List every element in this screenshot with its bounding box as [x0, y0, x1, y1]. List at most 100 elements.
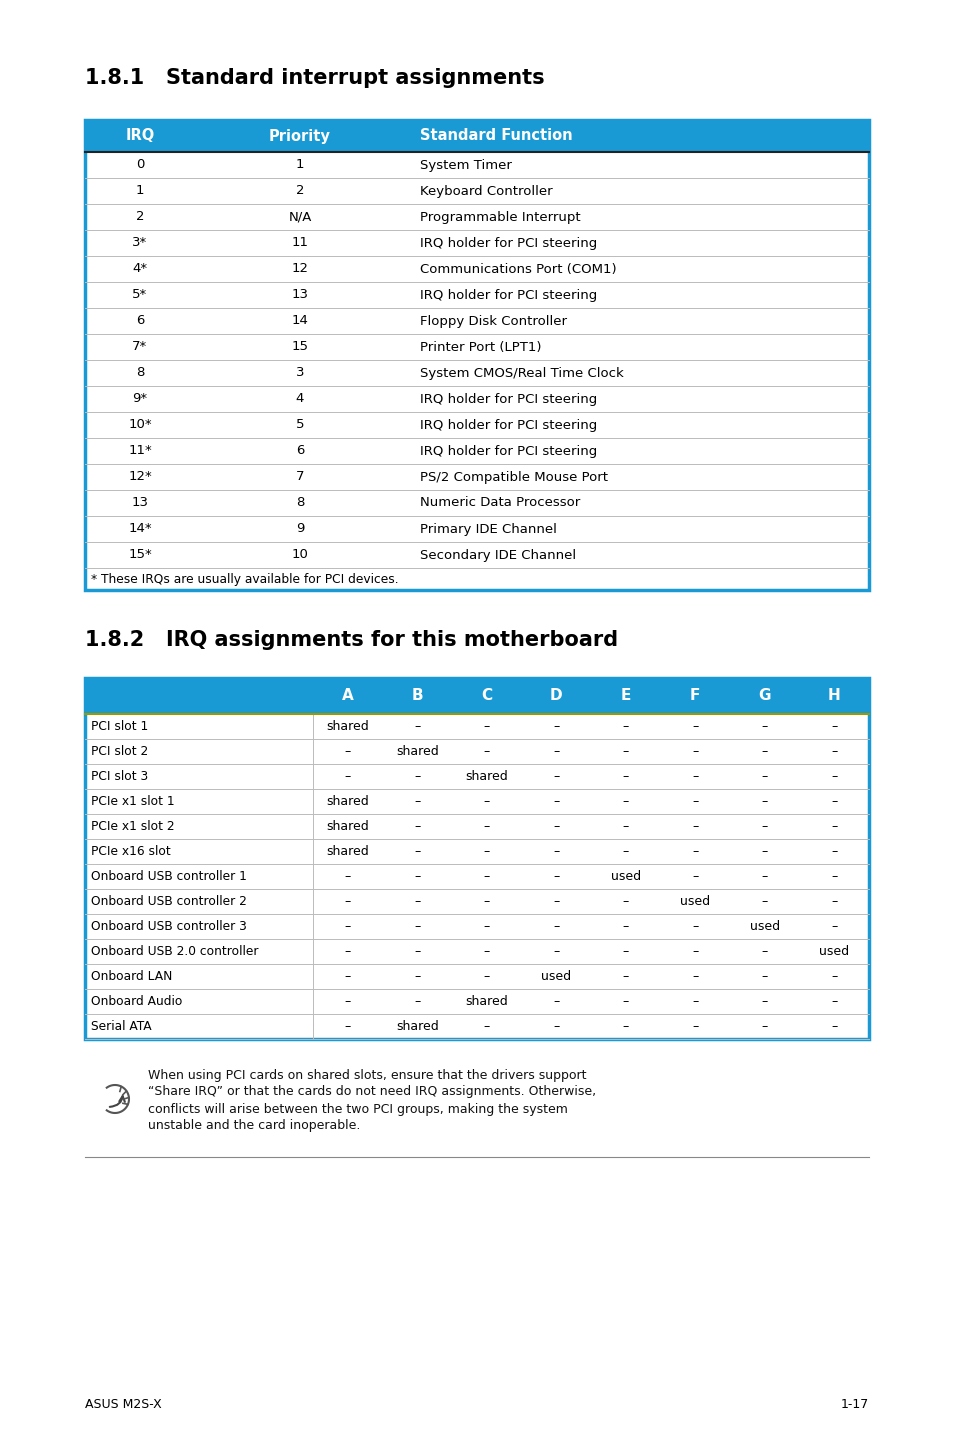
Text: 13: 13 — [292, 289, 308, 302]
Text: –: – — [414, 971, 420, 984]
Text: 3*: 3* — [132, 236, 148, 250]
Text: –: – — [622, 971, 628, 984]
Text: –: – — [691, 920, 698, 933]
Text: –: – — [830, 971, 837, 984]
Text: Floppy Disk Controller: Floppy Disk Controller — [419, 315, 566, 328]
Text: shared: shared — [395, 1020, 438, 1032]
Text: –: – — [622, 820, 628, 833]
Bar — [85, 677, 868, 715]
Text: –: – — [414, 795, 420, 808]
Text: –: – — [622, 795, 628, 808]
Text: –: – — [483, 920, 489, 933]
Text: –: – — [483, 745, 489, 758]
Text: 8: 8 — [135, 367, 144, 380]
Text: A: A — [341, 689, 354, 703]
Text: Numeric Data Processor: Numeric Data Processor — [419, 496, 579, 509]
Text: used: used — [540, 971, 571, 984]
Text: –: – — [622, 1020, 628, 1032]
Text: ASUS M2S-X: ASUS M2S-X — [85, 1398, 162, 1411]
Text: –: – — [830, 820, 837, 833]
Text: –: – — [760, 846, 767, 858]
Text: 2: 2 — [295, 184, 304, 197]
Text: –: – — [553, 894, 558, 907]
Text: IRQ holder for PCI steering: IRQ holder for PCI steering — [419, 418, 597, 431]
Text: shared: shared — [465, 995, 508, 1008]
Text: –: – — [414, 995, 420, 1008]
Text: –: – — [344, 920, 351, 933]
Text: H: H — [827, 689, 840, 703]
Text: –: – — [691, 971, 698, 984]
Text: –: – — [414, 846, 420, 858]
Text: –: – — [760, 795, 767, 808]
Text: –: – — [344, 971, 351, 984]
Text: –: – — [483, 720, 489, 733]
Text: –: – — [414, 820, 420, 833]
Bar — [85, 119, 868, 152]
Text: –: – — [553, 945, 558, 958]
Text: Onboard USB controller 2: Onboard USB controller 2 — [91, 894, 247, 907]
Text: –: – — [483, 894, 489, 907]
Text: 10: 10 — [292, 548, 308, 561]
Text: shared: shared — [395, 745, 438, 758]
Bar — [85, 119, 868, 590]
Text: –: – — [691, 720, 698, 733]
Text: 4: 4 — [295, 393, 304, 406]
Text: –: – — [553, 769, 558, 784]
Text: –: – — [760, 720, 767, 733]
Text: Onboard USB controller 1: Onboard USB controller 1 — [91, 870, 247, 883]
Text: 1.8.1   Standard interrupt assignments: 1.8.1 Standard interrupt assignments — [85, 68, 544, 88]
Text: N/A: N/A — [288, 210, 312, 223]
Text: 15: 15 — [292, 341, 308, 354]
Text: –: – — [760, 769, 767, 784]
Text: –: – — [830, 720, 837, 733]
Text: –: – — [830, 1020, 837, 1032]
Text: conflicts will arise between the two PCI groups, making the system: conflicts will arise between the two PCI… — [148, 1103, 567, 1116]
Text: PCIe x1 slot 1: PCIe x1 slot 1 — [91, 795, 174, 808]
Text: 2: 2 — [135, 210, 144, 223]
Text: IRQ holder for PCI steering: IRQ holder for PCI steering — [419, 289, 597, 302]
Text: Onboard Audio: Onboard Audio — [91, 995, 182, 1008]
Text: used: used — [610, 870, 640, 883]
Text: shared: shared — [326, 795, 369, 808]
Text: –: – — [553, 795, 558, 808]
Text: “Share IRQ” or that the cards do not need IRQ assignments. Otherwise,: “Share IRQ” or that the cards do not nee… — [148, 1086, 596, 1099]
Text: –: – — [414, 945, 420, 958]
Text: F: F — [689, 689, 700, 703]
Text: Printer Port (LPT1): Printer Port (LPT1) — [419, 341, 541, 354]
Text: 1: 1 — [295, 158, 304, 171]
Text: 3: 3 — [295, 367, 304, 380]
Text: PCI slot 3: PCI slot 3 — [91, 769, 148, 784]
Text: D: D — [549, 689, 562, 703]
Text: System Timer: System Timer — [419, 158, 512, 171]
Text: B: B — [411, 689, 422, 703]
Text: –: – — [691, 769, 698, 784]
Text: –: – — [344, 769, 351, 784]
Text: PS/2 Compatible Mouse Port: PS/2 Compatible Mouse Port — [419, 470, 607, 483]
Text: –: – — [830, 870, 837, 883]
Text: –: – — [483, 971, 489, 984]
Text: –: – — [760, 894, 767, 907]
Text: PCI slot 2: PCI slot 2 — [91, 745, 148, 758]
Text: –: – — [760, 1020, 767, 1032]
Text: Onboard USB 2.0 controller: Onboard USB 2.0 controller — [91, 945, 258, 958]
Text: E: E — [619, 689, 630, 703]
Text: –: – — [553, 1020, 558, 1032]
Text: –: – — [553, 870, 558, 883]
Text: PCIe x1 slot 2: PCIe x1 slot 2 — [91, 820, 174, 833]
Text: G: G — [758, 689, 770, 703]
Text: –: – — [414, 894, 420, 907]
Text: –: – — [483, 945, 489, 958]
Text: –: – — [830, 795, 837, 808]
Text: IRQ holder for PCI steering: IRQ holder for PCI steering — [419, 444, 597, 457]
Text: –: – — [553, 720, 558, 733]
Text: 7: 7 — [295, 470, 304, 483]
Text: 14*: 14* — [128, 522, 152, 535]
Text: PCIe x16 slot: PCIe x16 slot — [91, 846, 171, 858]
Text: –: – — [691, 1020, 698, 1032]
Text: Keyboard Controller: Keyboard Controller — [419, 184, 552, 197]
Text: –: – — [760, 995, 767, 1008]
Text: –: – — [344, 995, 351, 1008]
Text: Serial ATA: Serial ATA — [91, 1020, 152, 1032]
Text: 5: 5 — [295, 418, 304, 431]
Text: 1-17: 1-17 — [840, 1398, 868, 1411]
